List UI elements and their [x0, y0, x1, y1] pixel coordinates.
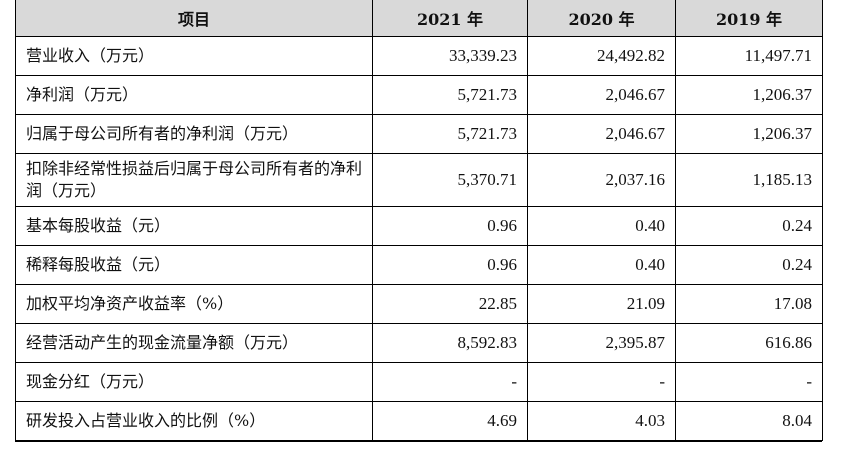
cell-2020: 2,395.87: [527, 323, 676, 363]
header-year-2021: 2021 年: [372, 0, 528, 37]
header-year-2020: 2020 年: [527, 0, 676, 37]
row-label: 归属于母公司所有者的净利润（万元）: [15, 114, 373, 154]
row-label: 营业收入（万元）: [15, 36, 373, 76]
cell-2019: 8.04: [675, 401, 823, 441]
row-label: 基本每股收益（元）: [15, 206, 373, 246]
row-label: 稀释每股收益（元）: [15, 245, 373, 285]
table-body: 营业收入（万元） 33,339.23 24,492.82 11,497.71 净…: [15, 36, 823, 441]
cell-2021: -: [372, 362, 528, 402]
cell-2021: 33,339.23: [372, 36, 528, 76]
cell-2021: 5,721.73: [372, 75, 528, 115]
table-row: 稀释每股收益（元） 0.96 0.40 0.24: [15, 245, 823, 285]
cell-2021: 8,592.83: [372, 323, 528, 363]
table-row: 经营活动产生的现金流量净额（万元） 8,592.83 2,395.87 616.…: [15, 323, 823, 363]
header-row: 项目 2021 年 2020 年 2019 年: [15, 0, 823, 37]
table-row: 基本每股收益（元） 0.96 0.40 0.24: [15, 206, 823, 246]
cell-2019: 0.24: [675, 206, 823, 246]
cell-2021: 5,370.71: [372, 153, 528, 207]
table-row: 归属于母公司所有者的净利润（万元） 5,721.73 2,046.67 1,20…: [15, 114, 823, 154]
header-item: 项目: [15, 0, 373, 37]
cell-2019: 11,497.71: [675, 36, 823, 76]
cell-2020: 24,492.82: [527, 36, 676, 76]
table-row: 扣除非经常性损益后归属于母公司所有者的净利润（万元） 5,370.71 2,03…: [15, 153, 823, 207]
table-row: 加权平均净资产收益率（%） 22.85 21.09 17.08: [15, 284, 823, 324]
cell-2019: 17.08: [675, 284, 823, 324]
cell-2019: 1,206.37: [675, 114, 823, 154]
row-label: 研发投入占营业收入的比例（%）: [15, 401, 373, 441]
table-row: 现金分红（万元） - - -: [15, 362, 823, 402]
row-label: 净利润（万元）: [15, 75, 373, 115]
cell-2020: -: [527, 362, 676, 402]
table-bottom-double-rule: [15, 440, 822, 442]
cell-2020: 2,046.67: [527, 75, 676, 115]
cell-2021: 0.96: [372, 206, 528, 246]
header-year-2019: 2019 年: [675, 0, 823, 37]
cell-2021: 4.69: [372, 401, 528, 441]
cell-2020: 4.03: [527, 401, 676, 441]
cell-2020: 2,046.67: [527, 114, 676, 154]
row-label: 现金分红（万元）: [15, 362, 373, 402]
cell-2020: 21.09: [527, 284, 676, 324]
cell-2021: 5,721.73: [372, 114, 528, 154]
cell-2019: 1,206.37: [675, 75, 823, 115]
cell-2020: 0.40: [527, 245, 676, 285]
cell-2020: 0.40: [527, 206, 676, 246]
table-row: 营业收入（万元） 33,339.23 24,492.82 11,497.71: [15, 36, 823, 76]
cell-2019: 1,185.13: [675, 153, 823, 207]
cell-2019: 0.24: [675, 245, 823, 285]
cell-2019: 616.86: [675, 323, 823, 363]
cell-2020: 2,037.16: [527, 153, 676, 207]
table-header: 项目 2021 年 2020 年 2019 年: [15, 0, 823, 37]
cell-2019: -: [675, 362, 823, 402]
cell-2021: 22.85: [372, 284, 528, 324]
financial-indicators-table: 项目 2021 年 2020 年 2019 年 营业收入（万元） 33,339.…: [15, 0, 823, 441]
row-label: 加权平均净资产收益率（%）: [15, 284, 373, 324]
table-row: 研发投入占营业收入的比例（%） 4.69 4.03 8.04: [15, 401, 823, 441]
table-row: 净利润（万元） 5,721.73 2,046.67 1,206.37: [15, 75, 823, 115]
row-label: 经营活动产生的现金流量净额（万元）: [15, 323, 373, 363]
cell-2021: 0.96: [372, 245, 528, 285]
row-label: 扣除非经常性损益后归属于母公司所有者的净利润（万元）: [15, 153, 373, 207]
financial-table-container: 项目 2021 年 2020 年 2019 年 营业收入（万元） 33,339.…: [15, 0, 823, 441]
